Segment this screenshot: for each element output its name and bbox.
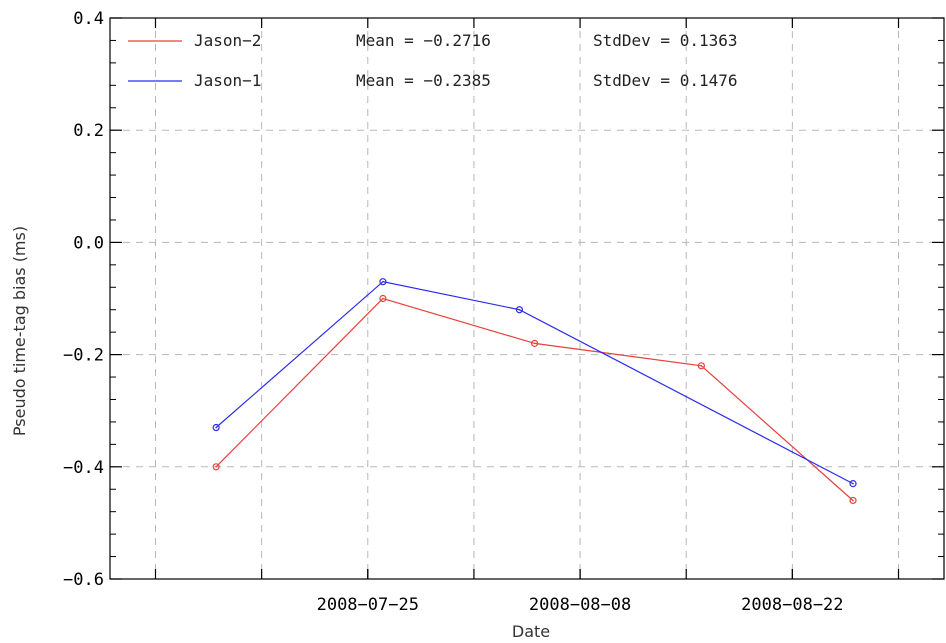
data-point-center [382, 297, 384, 300]
data-point [212, 463, 220, 471]
data-point [849, 496, 857, 505]
legend-mean: Mean = −0.2716 [356, 31, 491, 50]
data-point [849, 480, 857, 488]
data-point-center [852, 482, 854, 485]
y-tick-label: −0.6 [63, 570, 104, 590]
data-point-center [852, 499, 854, 502]
data-point-center [215, 466, 217, 468]
data-point [379, 294, 387, 303]
legend-mean: Mean = −0.2385 [356, 71, 491, 90]
data-point [515, 306, 524, 314]
grid [110, 18, 944, 579]
data-point-center [215, 426, 217, 429]
series-line [215, 297, 854, 501]
x-tick-label: 2008−08−08 [529, 595, 631, 615]
y-tick-label: −0.4 [63, 458, 104, 478]
legend-entry: Jason−2 Mean = −0.2716 StdDev = 0.1363 [128, 31, 738, 50]
x-tick-label: 2008−07−25 [317, 595, 419, 615]
y-tick-label: 0.2 [73, 121, 104, 141]
y-tick-label: −0.2 [63, 346, 104, 366]
series-layer [212, 278, 857, 505]
data-point-center [700, 365, 703, 367]
axes: −0.6 −0.4 −0.2 0.0 0.2 0.4 2008−07−25 2008−08−0… [63, 9, 945, 615]
data-point [697, 362, 705, 370]
legend-label: Jason−1 [194, 71, 261, 90]
series-line [215, 281, 854, 485]
legend-entry: Jason−1 Mean = −0.2385 StdDev = 0.1476 [128, 71, 738, 90]
x-tick-label: 2008−08−22 [741, 595, 843, 615]
legend: Jason−2 Mean = −0.2716 StdDev = 0.1363Jaso… [128, 31, 738, 90]
data-point [530, 339, 539, 347]
series-jason-2 [212, 294, 857, 505]
legend-label: Jason−2 [194, 31, 261, 50]
legend-stddev: StdDev = 0.1476 [593, 71, 738, 90]
series-jason-1 [212, 278, 857, 488]
y-axis-title: Pseudo time-tag bias (ms) [10, 226, 29, 436]
data-point-center [518, 308, 521, 311]
y-tick-label: 0.0 [73, 233, 104, 253]
data-point [379, 278, 387, 286]
data-point-center [382, 280, 384, 283]
data-point-center [533, 342, 536, 345]
legend-stddev: StdDev = 0.1363 [593, 31, 738, 50]
plot-frame [109, 17, 945, 580]
x-axis-title: Date [512, 622, 550, 641]
data-point [212, 423, 220, 432]
y-tick-label: 0.4 [73, 9, 104, 29]
